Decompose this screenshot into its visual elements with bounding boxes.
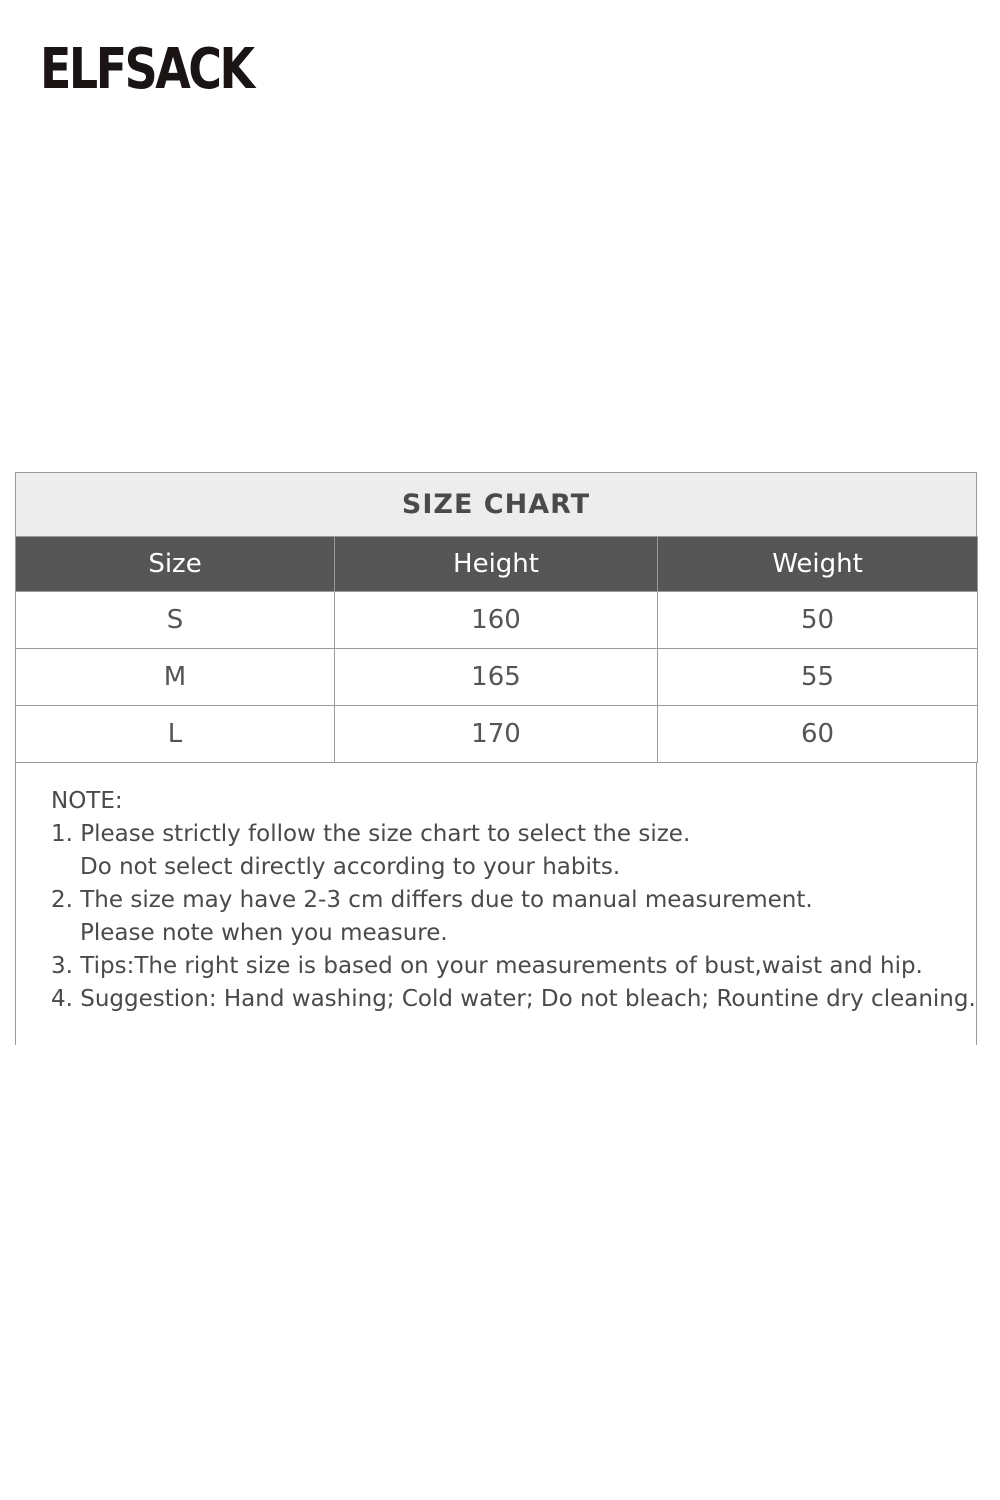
table-row: L 170 60 [15, 705, 978, 763]
size-table: Size Height Weight S 160 50 M 165 55 L 1… [15, 536, 978, 763]
column-header-weight: Weight [657, 536, 978, 592]
table-header-row: Size Height Weight [15, 536, 978, 592]
cell-weight: 50 [657, 591, 978, 649]
notes-heading: NOTE: [51, 788, 123, 814]
cell-height: 170 [334, 705, 658, 763]
cell-size: L [15, 705, 335, 763]
cell-size: S [15, 591, 335, 649]
table-row: S 160 50 [15, 591, 978, 649]
brand-logo: ELFSACK [40, 37, 255, 102]
note-line: Please note when you measure. [80, 920, 448, 946]
cell-size: M [15, 648, 335, 706]
cell-weight: 60 [657, 705, 978, 763]
column-header-size: Size [15, 536, 335, 592]
cell-weight: 55 [657, 648, 978, 706]
notes-section: NOTE: 1. Please strictly follow the size… [15, 763, 977, 1045]
note-line: 2. The size may have 2-3 cm differs due … [51, 887, 813, 913]
note-line: 4. Suggestion: Hand washing; Cold water;… [51, 986, 976, 1012]
size-chart-title: SIZE CHART [15, 472, 977, 536]
size-chart: SIZE CHART Size Height Weight S 160 50 M… [15, 472, 978, 1045]
note-line: Do not select directly according to your… [80, 854, 621, 880]
note-line: 1. Please strictly follow the size chart… [51, 821, 691, 847]
column-header-height: Height [334, 536, 658, 592]
cell-height: 165 [334, 648, 658, 706]
cell-height: 160 [334, 591, 658, 649]
note-line: 3. Tips:The right size is based on your … [51, 953, 923, 979]
table-row: M 165 55 [15, 648, 978, 706]
